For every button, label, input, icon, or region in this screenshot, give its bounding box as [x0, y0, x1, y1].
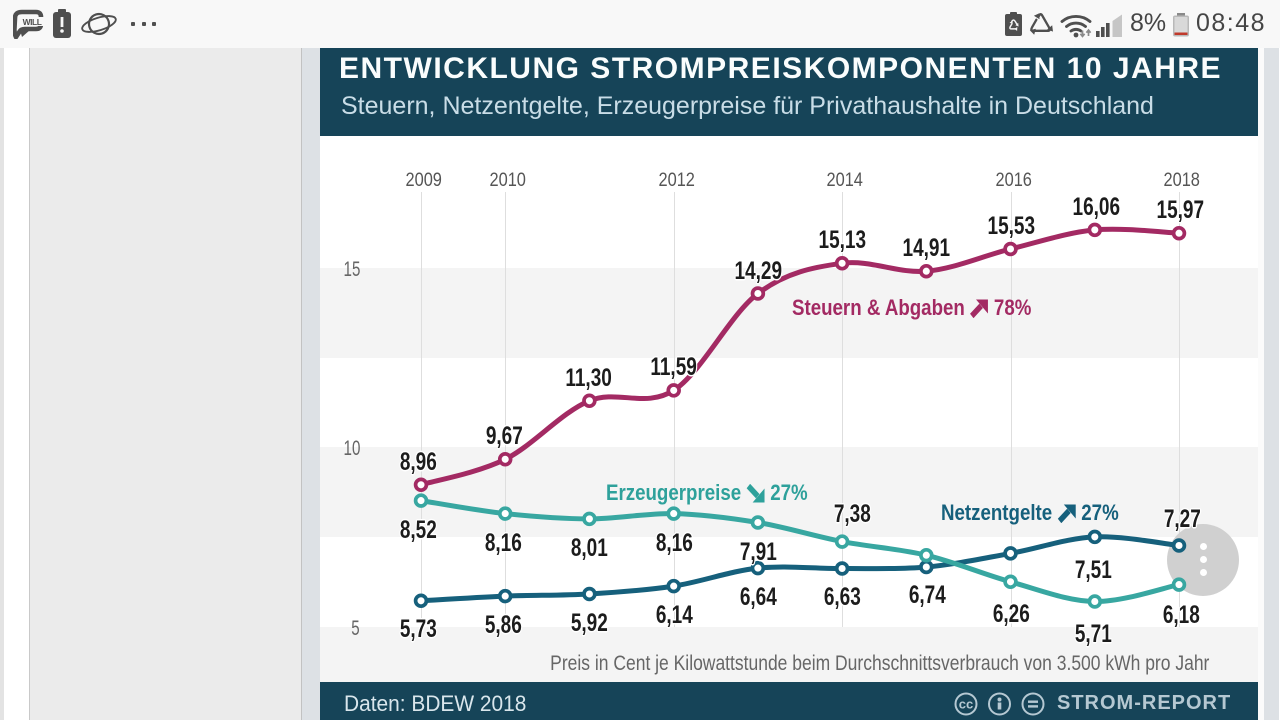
svg-text:cc: cc [959, 697, 973, 712]
svg-text:WILL: WILL [23, 17, 42, 27]
